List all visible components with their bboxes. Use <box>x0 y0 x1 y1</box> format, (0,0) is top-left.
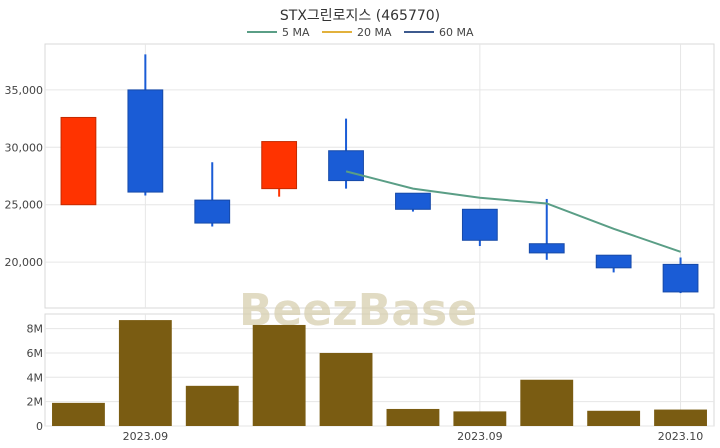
x-tick-label: 2023.09 <box>123 430 169 443</box>
legend-item: 20 MA <box>322 26 392 39</box>
volume-bar <box>52 402 105 426</box>
candle <box>261 141 298 197</box>
chart-title: STX그린로지스 (465770) <box>280 8 440 24</box>
axis-labels: 20,000 25,000 30,000 35,000 0 2M 4M 6M 8M 2023.09… <box>5 84 704 443</box>
ma-line-5 <box>345 170 681 253</box>
volume-bar <box>386 408 440 426</box>
candle <box>461 208 498 247</box>
x-tick-label: 2023.10 <box>658 430 704 443</box>
candle <box>127 54 164 196</box>
legend-label: 5 MA <box>282 26 310 39</box>
legend-label: 20 MA <box>357 26 392 39</box>
volume-bar <box>587 410 641 426</box>
volume-bar <box>252 324 306 426</box>
volume-tick-label: 4M <box>27 371 44 384</box>
candle <box>528 198 565 260</box>
price-tick-label: 35,000 <box>5 84 44 97</box>
candle-body <box>60 116 97 206</box>
candle <box>595 254 632 273</box>
candle-body <box>662 263 699 293</box>
volume-tick-label: 8M <box>27 323 44 336</box>
volume-bars <box>52 320 707 426</box>
candles <box>60 54 699 294</box>
candle <box>60 116 97 206</box>
volume-bar <box>654 409 707 426</box>
volume-bar <box>520 379 574 426</box>
candle-body <box>127 89 164 193</box>
candle <box>194 162 231 227</box>
candle-body <box>461 208 498 241</box>
price-tick-label: 20,000 <box>5 256 44 269</box>
candle-body <box>395 192 431 210</box>
candle <box>395 192 431 212</box>
volume-tick-label: 2M <box>27 396 44 409</box>
candle-body <box>328 150 364 182</box>
candle-body <box>528 243 565 254</box>
volume-bar <box>319 352 373 426</box>
price-tick-label: 25,000 <box>5 199 44 212</box>
volume-bar <box>118 320 172 426</box>
candle-body <box>595 254 632 269</box>
price-tick-label: 30,000 <box>5 141 44 154</box>
candle-body <box>194 199 231 224</box>
candle <box>662 257 699 294</box>
moving-average-lines <box>345 170 681 253</box>
legend-item: 60 MA <box>404 26 474 39</box>
x-tick-label: 2023.09 <box>457 430 503 443</box>
legend: 5 MA 20 MA 60 MA <box>247 26 474 39</box>
candle <box>328 118 364 189</box>
legend-item: 5 MA <box>247 26 310 39</box>
volume-bar <box>185 385 239 426</box>
volume-bar <box>453 411 507 426</box>
volume-tick-label: 6M <box>27 347 44 360</box>
legend-label: 60 MA <box>439 26 474 39</box>
candle-body <box>261 141 298 190</box>
volume-tick-label: 0 <box>36 420 43 433</box>
